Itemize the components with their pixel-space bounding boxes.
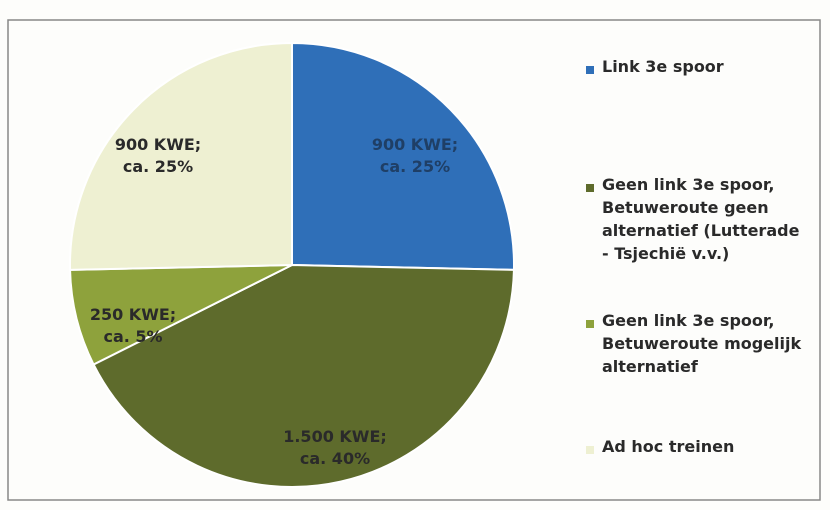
legend-line: Betuweroute geen xyxy=(602,198,769,217)
legend-line: Link 3e spoor xyxy=(602,57,724,76)
legend-swatch xyxy=(586,184,594,192)
data-label: 900 KWE; ca. 25% xyxy=(115,135,201,176)
data-label: 900 KWE; ca. 25% xyxy=(372,135,458,176)
pie-slice xyxy=(92,263,515,489)
legend-line: alternatief xyxy=(602,357,699,376)
legend-line: Geen link 3e spoor, xyxy=(602,175,775,194)
legend-label: Link 3e spoor xyxy=(602,57,724,76)
legend-line: alternatief (Lutterade xyxy=(602,221,800,240)
legend-label: Ad hoc treinen xyxy=(602,437,734,456)
legend-line: Betuweroute mogelijk xyxy=(602,334,801,353)
data-label-line: 900 KWE; xyxy=(372,135,458,154)
data-label-line: 250 KWE; xyxy=(90,305,176,324)
pie-slice xyxy=(69,41,293,271)
data-label-line: 900 KWE; xyxy=(115,135,201,154)
legend-line: Ad hoc treinen xyxy=(602,437,734,456)
legend-line: - Tsjechië v.v.) xyxy=(602,244,729,263)
data-label-line: 1.500 KWE; xyxy=(283,427,387,446)
pie-slice xyxy=(291,41,515,271)
data-label: 1.500 KWE; ca. 40% xyxy=(283,427,387,468)
data-label-line: ca. 25% xyxy=(123,157,193,176)
legend-label: Geen link 3e spoor, Betuweroute geen alter… xyxy=(602,175,800,263)
data-label-line: ca. 25% xyxy=(380,157,450,176)
data-label-line: ca. 5% xyxy=(103,327,162,346)
legend-swatch xyxy=(586,320,594,328)
legend-label: Geen link 3e spoor, Betuweroute mogelijk a… xyxy=(602,311,801,376)
legend-line: Geen link 3e spoor, xyxy=(602,311,775,330)
data-label-line: ca. 40% xyxy=(300,449,370,468)
data-label: 250 KWE; ca. 5% xyxy=(90,305,176,346)
legend-swatch xyxy=(586,66,594,74)
legend-swatch xyxy=(586,446,594,454)
